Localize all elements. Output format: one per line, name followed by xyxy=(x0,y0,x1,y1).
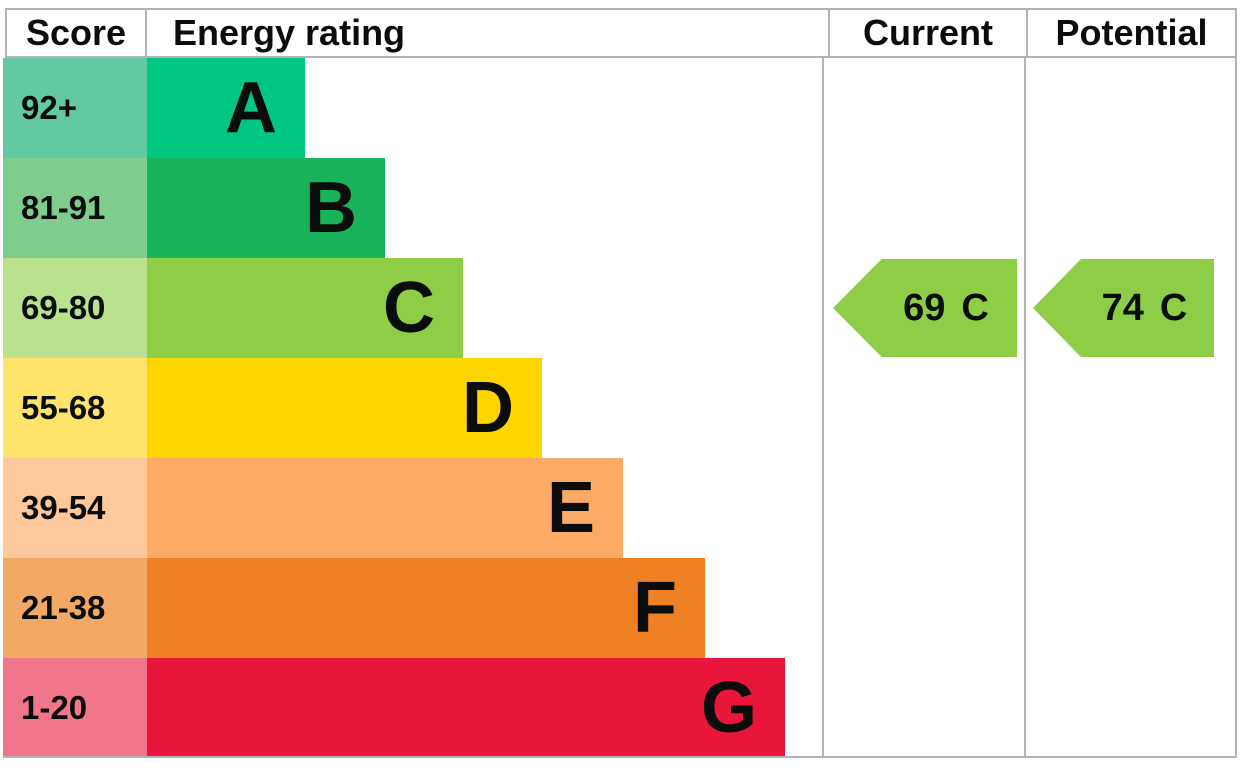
score-range-f: 21-38 xyxy=(3,558,147,658)
band-row-b: 81-91 B xyxy=(3,158,1239,258)
current-column-left-border xyxy=(822,58,824,758)
score-range-e: 39-54 xyxy=(3,458,147,558)
band-bar-c: C xyxy=(147,258,463,358)
chart-header-row: Score Energy rating Current Potential xyxy=(5,8,1237,58)
score-range-d: 55-68 xyxy=(3,358,147,458)
band-row-c: 69-80 C xyxy=(3,258,1239,358)
score-range-c: 69-80 xyxy=(3,258,147,358)
score-range-g: 1-20 xyxy=(3,658,147,758)
potential-rating-letter: C xyxy=(1159,286,1188,329)
band-row-f: 21-38 F xyxy=(3,558,1239,658)
band-rows: 92+ A 81-91 B 69-80 C 55-68 D 39-54 E 21… xyxy=(3,58,1239,758)
band-row-d: 55-68 D xyxy=(3,358,1239,458)
chart-right-border xyxy=(1235,58,1237,758)
band-bar-a: A xyxy=(147,58,305,158)
potential-score-value: 74 xyxy=(1101,286,1144,329)
band-bar-f: F xyxy=(147,558,705,658)
band-row-g: 1-20 G xyxy=(3,658,1239,758)
potential-column-left-border xyxy=(1024,58,1026,758)
energy-rating-column-header: Energy rating xyxy=(173,12,406,53)
band-row-e: 39-54 E xyxy=(3,458,1239,558)
potential-column-header: Potential xyxy=(1026,10,1235,56)
band-bar-e: E xyxy=(147,458,623,558)
band-bar-d: D xyxy=(147,358,542,458)
score-column-header: Score xyxy=(7,10,147,56)
score-range-b: 81-91 xyxy=(3,158,147,258)
current-score-value: 69 xyxy=(903,286,946,329)
band-bar-g: G xyxy=(147,658,785,758)
current-column-header: Current xyxy=(828,10,1026,56)
chart-bottom-border xyxy=(3,756,1237,758)
band-row-a: 92+ A xyxy=(3,58,1239,158)
band-bar-b: B xyxy=(147,158,385,258)
current-rating-letter: C xyxy=(961,286,989,329)
score-range-a: 92+ xyxy=(3,58,147,158)
